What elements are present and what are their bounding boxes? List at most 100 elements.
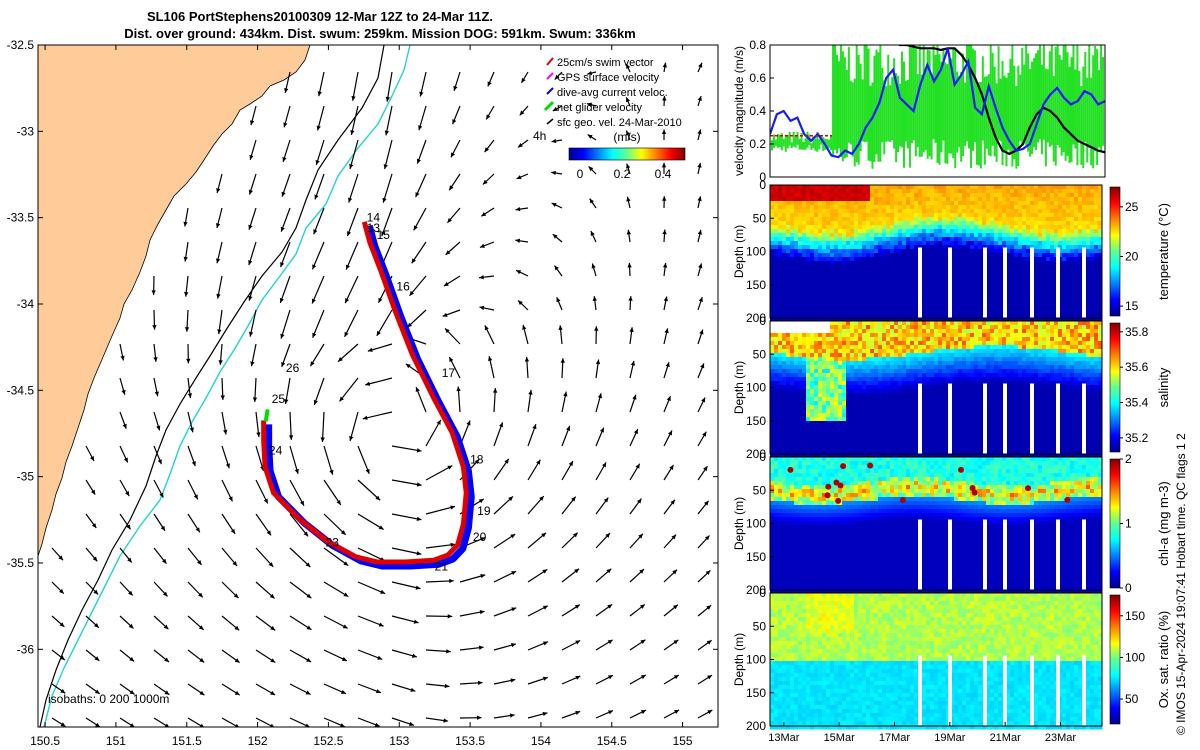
section-cell: [782, 273, 787, 278]
section-cell: [890, 249, 895, 254]
section-cell: [926, 333, 931, 338]
section-cell: [854, 281, 859, 286]
section-cell: [802, 301, 807, 306]
geo-velocity-arrow: [459, 680, 483, 686]
section-cell: [830, 353, 835, 358]
section-cell: [886, 297, 891, 302]
section-cell: [1090, 257, 1095, 262]
section-cell: [830, 381, 835, 386]
section-cell: [858, 349, 863, 354]
geo-velocity-arrow: [662, 262, 668, 277]
section-cell: [830, 377, 835, 382]
section-cell: [866, 253, 871, 258]
section-cell: [786, 449, 791, 454]
section-cell: [1014, 317, 1019, 322]
geo-velocity-arrow: [376, 309, 393, 337]
section-cell: [998, 237, 1003, 242]
section-cell: [934, 193, 939, 198]
section-cell: [890, 237, 895, 242]
section-cell: [818, 213, 823, 218]
section-cell: [822, 241, 827, 246]
section-cell: [950, 285, 955, 290]
section-cell: [814, 229, 819, 234]
section-cell: [878, 377, 883, 382]
section-cell: [998, 277, 1003, 282]
section-cell: [906, 193, 911, 198]
section-cell: [906, 325, 911, 330]
section-cell: [822, 389, 827, 394]
section-cell: [866, 289, 871, 294]
section-cell: [770, 413, 775, 418]
section-cell: [1082, 229, 1087, 234]
geo-velocity-arrow: [153, 343, 158, 362]
section-cell: [1030, 241, 1035, 246]
section-cell: [870, 353, 875, 358]
section-cell: [806, 273, 811, 278]
section-cell: [862, 349, 867, 354]
section-cell: [830, 413, 835, 418]
section-cell: [882, 437, 887, 442]
section-cell: [1086, 229, 1091, 234]
section-cell: [1058, 185, 1063, 190]
section-cell: [1042, 277, 1047, 282]
section-cell: [874, 249, 879, 254]
section-cell: [774, 373, 779, 378]
section-cell: [778, 193, 783, 198]
section-cell: [810, 285, 815, 290]
section-cell: [786, 257, 791, 262]
section-cell: [942, 401, 947, 406]
section-cell: [1038, 277, 1043, 282]
section-cell: [850, 445, 855, 450]
section-cell: [1050, 229, 1055, 234]
section-cell: [914, 357, 919, 362]
section-cell: [878, 249, 883, 254]
section-cell: [798, 185, 803, 190]
section-cell: [1038, 185, 1043, 190]
section-cell: [1082, 213, 1087, 218]
section-cell: [1018, 265, 1023, 270]
section-cell: [938, 241, 943, 246]
section-cell: [898, 449, 903, 454]
section-cell: [878, 453, 883, 458]
section-cell: [946, 329, 951, 334]
section-cell: [858, 265, 863, 270]
section-cell: [1062, 245, 1067, 250]
section-cell: [806, 293, 811, 298]
section-cell: [790, 221, 795, 226]
section-cell: [786, 381, 791, 386]
section-cell: [1058, 301, 1063, 306]
section-cell: [870, 373, 875, 378]
section-cell: [950, 185, 955, 190]
section-cell: [878, 333, 883, 338]
section-cell: [1014, 313, 1019, 318]
section-cell: [1066, 277, 1071, 282]
section-cell: [798, 265, 803, 270]
section-cell: [894, 313, 899, 318]
section-cell: [950, 237, 955, 242]
section-cell: [786, 313, 791, 318]
section-cell: [930, 441, 935, 446]
section-cell: [934, 357, 939, 362]
section-cell: [918, 349, 923, 354]
geo-velocity-arrow: [357, 717, 380, 727]
section-cell: [814, 237, 819, 242]
section-cell: [830, 345, 835, 350]
section-cell: [822, 361, 827, 366]
section-cell: [850, 317, 855, 322]
section-cell: [798, 249, 803, 254]
section-cell: [946, 197, 951, 202]
section-cell: [850, 209, 855, 214]
section-cell: [834, 365, 839, 370]
section-cell: [874, 385, 879, 390]
section-cell: [910, 429, 915, 434]
section-cell: [1026, 205, 1031, 210]
section-cell: [774, 377, 779, 382]
section-cell: [886, 189, 891, 194]
section-cell: [798, 365, 803, 370]
section-cell: [966, 261, 971, 266]
section-cell: [938, 189, 943, 194]
section-cell: [1042, 297, 1047, 302]
section-cell: [794, 313, 799, 318]
section-cell: [846, 233, 851, 238]
section-cell: [818, 197, 823, 202]
